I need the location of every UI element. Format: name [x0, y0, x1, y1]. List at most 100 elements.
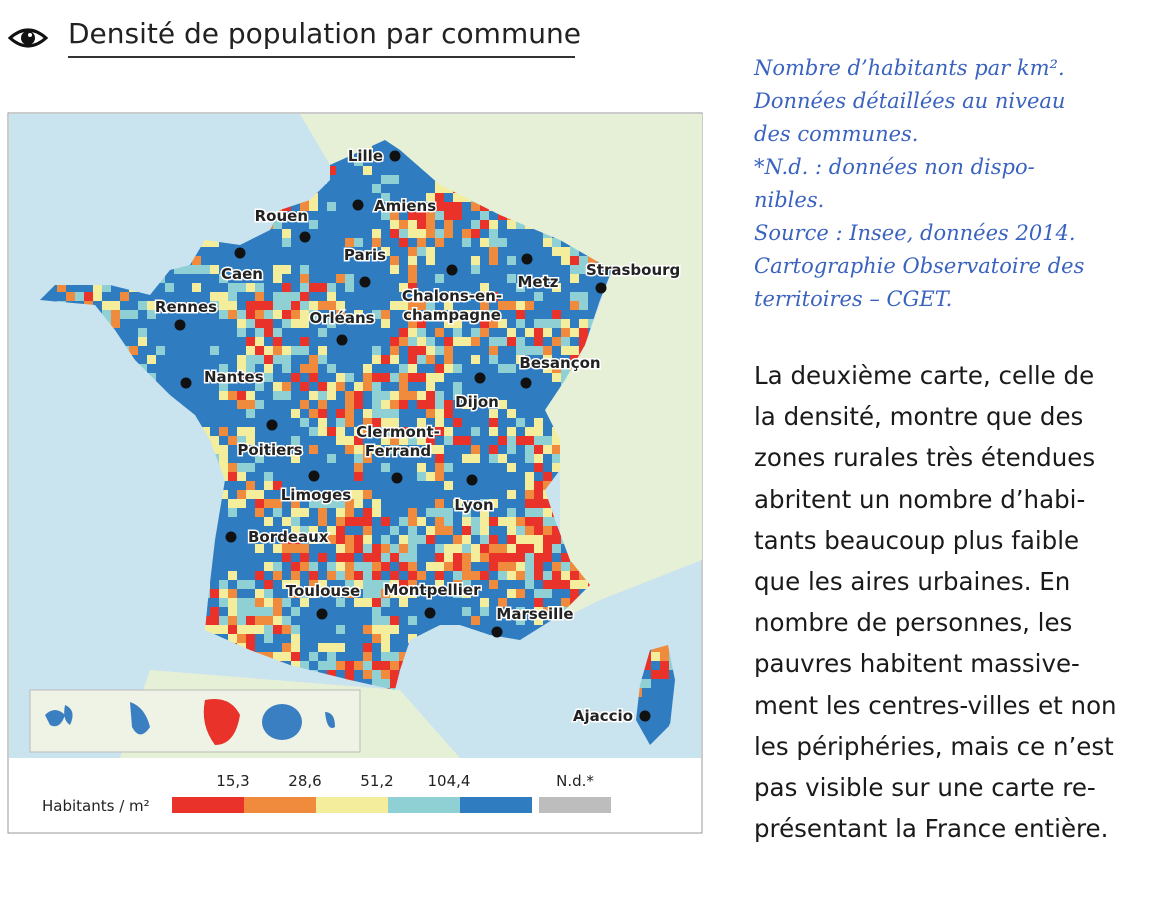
cell: [561, 598, 571, 608]
cell: [480, 544, 490, 554]
cell: [498, 625, 508, 635]
cell: [309, 211, 319, 221]
cell: [426, 301, 436, 311]
cell: [444, 544, 454, 554]
cell: [201, 292, 211, 302]
cell: [552, 256, 562, 266]
cell: [489, 220, 499, 230]
cell: [489, 427, 499, 437]
cell: [255, 256, 265, 266]
cell: [381, 247, 391, 257]
cell: [300, 400, 310, 410]
body-line: La deuxième carte, celle de: [754, 361, 1095, 390]
cell: [273, 274, 283, 284]
cell: [282, 283, 292, 293]
cell: [489, 589, 499, 599]
cell: [291, 517, 301, 527]
cell: [210, 436, 220, 446]
cell: [435, 373, 445, 383]
cell: [552, 247, 562, 257]
cell: [138, 292, 148, 302]
cell: [435, 562, 445, 572]
cell: [390, 274, 400, 284]
cell: [525, 589, 535, 599]
cell: [336, 607, 346, 617]
cell: [372, 346, 382, 356]
cell: [363, 616, 373, 626]
cell: [282, 499, 292, 509]
cell: [507, 517, 517, 527]
cell: [327, 616, 337, 626]
cell: [381, 436, 391, 446]
cell: [354, 148, 364, 158]
cell: [345, 490, 355, 500]
cell: [309, 319, 319, 329]
cell: [471, 508, 481, 518]
cell: [408, 571, 418, 581]
cell: [381, 346, 391, 356]
cell: [435, 211, 445, 221]
cell: [390, 418, 400, 428]
cell: [255, 535, 265, 545]
cell: [408, 445, 418, 455]
cell: [489, 436, 499, 446]
cell: [219, 256, 229, 266]
cell: [516, 589, 526, 599]
cell: [354, 175, 364, 185]
cell: [534, 463, 544, 473]
cell: [543, 328, 553, 338]
body-line: zones rurales très étendues: [754, 443, 1096, 473]
cell: [354, 454, 364, 464]
cell: [372, 544, 382, 554]
cell: [390, 445, 400, 455]
cell: [516, 283, 526, 293]
cell: [237, 373, 247, 383]
cell: [327, 634, 337, 644]
cell: [264, 535, 274, 545]
cell: [507, 283, 517, 293]
cell: [480, 238, 490, 248]
cell: [552, 337, 562, 347]
cell: [237, 301, 247, 311]
cell: [399, 598, 409, 608]
cell: [462, 256, 472, 266]
cell: [309, 409, 319, 419]
cell: [489, 508, 499, 518]
cell: [462, 391, 472, 401]
cell: [246, 256, 256, 266]
cell: [327, 355, 337, 365]
cell: [354, 580, 364, 590]
cell: [309, 391, 319, 401]
cell: [372, 472, 382, 482]
cell: [552, 274, 562, 284]
cell: [417, 616, 427, 626]
cell: [453, 328, 463, 338]
cell: [300, 445, 310, 455]
cell: [354, 193, 364, 203]
cell: [444, 229, 454, 239]
cell: [453, 553, 463, 563]
cell: [354, 391, 364, 401]
cell: [237, 265, 247, 275]
cell: [210, 310, 220, 320]
cell: [489, 463, 499, 473]
cell: [642, 697, 652, 707]
cell: [669, 697, 675, 707]
cell: [507, 589, 517, 599]
cell: [201, 409, 211, 419]
cell: [507, 454, 517, 464]
cell: [66, 292, 76, 302]
body-line: les périphéries, mais ce n’est: [754, 731, 1114, 761]
cell: [228, 634, 238, 644]
cell: [516, 346, 526, 356]
cell: [309, 436, 319, 446]
cell: [291, 310, 301, 320]
cell: [309, 634, 319, 644]
cell: [183, 283, 193, 293]
cell: [363, 337, 373, 347]
cell: [327, 670, 337, 680]
cell: [255, 427, 265, 437]
cell: [507, 418, 517, 428]
cell: [264, 589, 274, 599]
cell: [363, 490, 373, 500]
